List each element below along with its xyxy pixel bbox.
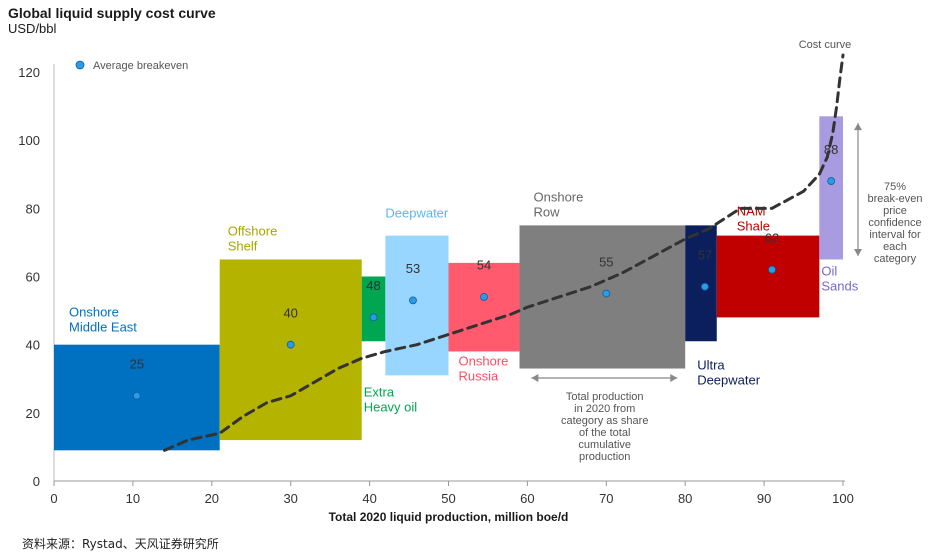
y-tick-label: 120 (18, 65, 40, 80)
confidence-note-line: 75% (884, 181, 906, 193)
production-note-line: production (579, 451, 630, 463)
category-label: Shelf (228, 238, 258, 253)
source-note: 资料来源：Rystad、天风证券研究所 (22, 537, 219, 551)
breakeven-value-label: 53 (406, 261, 420, 276)
confidence-arrow-head-top (854, 123, 862, 131)
production-note-line: Total production (566, 391, 644, 403)
category-bar (819, 116, 843, 260)
breakeven-marker (701, 282, 709, 291)
x-tick-label: 70 (599, 491, 613, 506)
breakeven-value-label: 55 (599, 254, 613, 269)
category-label: Sands (821, 278, 858, 293)
x-tick-label: 80 (678, 491, 692, 506)
x-tick-label: 0 (50, 491, 57, 506)
x-tick-label: 90 (757, 491, 771, 506)
confidence-note-line: each (883, 241, 907, 253)
breakeven-marker (132, 391, 141, 400)
legend-marker (75, 60, 85, 70)
category-label: Onshore (459, 353, 509, 368)
category-bar (448, 262, 520, 352)
breakeven-marker (409, 296, 417, 305)
category-bar (219, 259, 362, 441)
breakeven-marker (827, 177, 836, 185)
category-label: Onshore (534, 189, 584, 204)
category-label: Heavy oil (364, 399, 418, 414)
category-label: Russia (459, 368, 500, 383)
y-tick-label: 100 (18, 133, 40, 148)
category-label: Shale (737, 219, 770, 234)
category-bar (361, 276, 386, 342)
breakeven-value-label: 25 (130, 357, 144, 372)
chart-unit: USD/bbl (8, 21, 57, 36)
breakeven-value-label: 40 (283, 305, 297, 320)
cost-curve-line (162, 53, 845, 452)
breakeven-marker (369, 313, 378, 322)
production-note-line: in 2020 from (574, 403, 635, 415)
category-bar (519, 225, 686, 369)
production-arrow-head-right (670, 374, 678, 382)
legend-label: Average breakeven (93, 60, 188, 72)
x-tick-label: 20 (205, 491, 219, 506)
x-tick-label: 60 (520, 491, 534, 506)
production-arrow-head-left (531, 374, 539, 382)
production-note-line: of the total (579, 427, 630, 439)
category-bar (685, 225, 717, 342)
breakeven-marker (768, 265, 776, 274)
production-note-line: category as share (561, 415, 648, 427)
category-label: Onshore (69, 305, 119, 320)
category-label: Extra (364, 384, 395, 399)
confidence-note-line: price (883, 205, 907, 217)
breakeven-marker (480, 293, 488, 301)
category-label: Middle East (69, 320, 137, 335)
production-note-line: cumulative (578, 439, 631, 451)
breakeven-value-label: 57 (698, 247, 712, 262)
chart-title: Global liquid supply cost curve (8, 5, 216, 21)
breakeven-marker (602, 289, 611, 298)
y-tick-label: 60 (26, 270, 40, 285)
y-tick-label: 80 (26, 201, 40, 216)
y-tick-label: 20 (26, 406, 40, 421)
y-tick-label: 40 (26, 338, 40, 353)
x-tick-label: 50 (441, 491, 455, 506)
breakeven-value-label: 48 (366, 278, 380, 293)
category-label: Oil (821, 263, 837, 278)
category-bar (385, 235, 449, 376)
category-bar (716, 235, 820, 318)
confidence-note-line: category (874, 253, 917, 265)
breakeven-marker (286, 340, 295, 349)
confidence-arrow-head-bottom (854, 249, 862, 257)
breakeven-value-label: 54 (477, 258, 491, 273)
category-label: Ultra (697, 357, 725, 372)
confidence-note-line: break-even (867, 193, 922, 205)
x-tick-label: 100 (832, 491, 854, 506)
y-tick-label: 0 (33, 474, 40, 489)
x-tick-label: 30 (283, 491, 297, 506)
x-tick-label: 10 (126, 491, 140, 506)
x-axis-title: Total 2020 liquid production, million bo… (329, 510, 569, 524)
category-label: Row (534, 204, 561, 219)
category-label: Offshore (228, 223, 278, 238)
confidence-note-line: interval for (869, 229, 921, 241)
x-tick-label: 40 (362, 491, 376, 506)
breakeven-value-label: 62 (765, 230, 779, 245)
category-label: NAM (737, 204, 766, 219)
category-label: Deepwater (697, 372, 761, 387)
cost-curve-label: Cost curve (799, 39, 852, 51)
confidence-note-line: confidence (868, 217, 921, 229)
category-label: Deepwater (385, 206, 449, 221)
